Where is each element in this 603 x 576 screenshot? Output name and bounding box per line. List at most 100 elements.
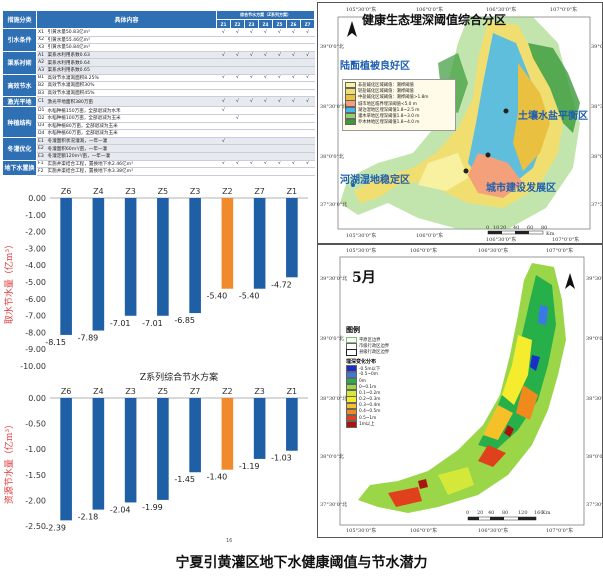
- scale-label: 160: [534, 510, 544, 516]
- scale-label: 60: [527, 225, 534, 231]
- check-cell: [258, 43, 273, 52]
- check-cell: [230, 36, 245, 45]
- check-cell: [216, 36, 231, 45]
- check-cell: √: [216, 160, 231, 169]
- check-cell: [230, 81, 245, 90]
- check-cell: [286, 144, 301, 153]
- check-cell: [216, 114, 231, 123]
- measure-code: D1: [36, 106, 47, 115]
- check-cell: [258, 106, 273, 115]
- measure-text: 激光平地面积380万亩: [46, 96, 217, 108]
- measure-text: 冬灌面积60m³/亩，一年一灌: [46, 144, 217, 153]
- y-tick-label: -1.00: [25, 445, 46, 454]
- check-cell: [216, 122, 231, 131]
- table-row: B2 高效节水灌溉面积30%: [3, 81, 315, 90]
- change-label: 0.2~0.3m: [359, 397, 381, 403]
- header-scheme: Z7: [300, 19, 316, 29]
- check-cell: [272, 114, 287, 123]
- check-cell: [258, 36, 273, 45]
- legend-label: 城市地区临界埋深阈值<5.0 m: [358, 101, 417, 107]
- zone-label-urban: 城市建设发展区: [486, 183, 556, 194]
- check-cell: [216, 58, 231, 67]
- table-row: A3 渠系水利用系数0.65: [3, 66, 315, 75]
- check-cell: [300, 152, 315, 161]
- check-cell: [286, 167, 301, 176]
- y-tick-label: -6.00: [25, 295, 46, 304]
- check-cell: [286, 81, 301, 90]
- measure-text: 高效节水灌溉面积30%: [46, 81, 217, 90]
- change-legend-item: 1m以上: [344, 421, 434, 428]
- map2-scale-labels: 0 20 40 80 120 160 Km: [466, 510, 556, 516]
- change-label: 0~0.1m: [359, 384, 377, 390]
- change-swatch: [346, 383, 357, 391]
- map1-left-coord: 38°30'0"北: [320, 104, 348, 110]
- check-cell: [272, 36, 287, 45]
- boundary-item: 县级行政区边界: [344, 349, 434, 356]
- check-cell: [216, 152, 231, 161]
- check-cell: [300, 122, 315, 131]
- map1-left-coord: 37°30'0"北: [320, 202, 348, 208]
- scale-label: 0: [466, 510, 470, 516]
- header-scheme: Z4: [258, 19, 274, 29]
- measure-code: B3: [36, 89, 47, 98]
- table-row: D4 水稻种植60万亩，全部退减为玉米: [3, 129, 315, 138]
- bar: [60, 198, 72, 335]
- y-tick-label: -0.50: [25, 420, 46, 429]
- data-label: -7.01: [142, 319, 163, 328]
- check-cell: [286, 129, 301, 138]
- check-cell: [286, 66, 301, 75]
- data-label: -1.99: [142, 503, 163, 512]
- check-cell: [300, 137, 315, 146]
- data-label: -1.19: [239, 462, 260, 471]
- category-label: Z6: [61, 387, 72, 396]
- measures-grid: 措施分类 具体内容 综合节水方案（Z系列方案） Z1 Z2 Z3 Z4 Z5 Z6 Z7 引水条件 X…: [2, 10, 316, 176]
- data-label: -5.40: [207, 292, 228, 301]
- map2-left-coord: 38°0'0"北: [320, 454, 344, 460]
- change-legend-item: -0.5m以下: [344, 365, 434, 372]
- check-cell: [272, 81, 287, 90]
- table-row: 引水条件 X1 引黄水量50.83亿m³ √ √ √ √ √ √ √: [2, 28, 315, 52]
- measure-code: E3: [36, 152, 47, 161]
- check-cell: √: [258, 51, 273, 60]
- category-cell: 激光平地: [2, 96, 37, 108]
- check-cell: [286, 114, 301, 123]
- boundary-item: 平原区边界: [344, 336, 434, 344]
- y-tick-label: 0.00: [28, 394, 46, 403]
- bar: [253, 398, 266, 459]
- check-cell: [300, 114, 315, 123]
- y-tick-label: -3.00: [25, 244, 46, 253]
- measure-text: 高效节水灌溉面积8.25%: [46, 74, 217, 83]
- month-title: 5月: [352, 270, 376, 286]
- check-cell: √: [300, 74, 315, 83]
- zone-label-vegetation: 陆面植被良好区: [340, 61, 410, 72]
- scale-label: 120: [518, 510, 528, 516]
- check-cell: [230, 43, 245, 52]
- header-scheme: Z1: [216, 19, 232, 29]
- check-cell: [272, 144, 287, 153]
- y-tick-label: -2.50: [25, 522, 46, 531]
- legend-swatch: [345, 81, 356, 89]
- check-cell: [300, 66, 315, 75]
- measure-text: 渠系水利用系数0.65: [46, 66, 217, 75]
- legend-label: 灌木草地区埋深阈值1.8~3.0 m: [358, 114, 420, 120]
- legend-item: 乔木林地区埋深阈值1.8~4.0 m: [343, 118, 455, 126]
- resource-water-saving-chart: 0.00 -0.50 -1.00 -1.50 -2.00 -2.50 资源节水量（亿m³） Z…: [3, 387, 308, 532]
- bar: [221, 198, 234, 289]
- check-cell: [272, 152, 287, 161]
- map2-left-coord: 37°30'0"北: [320, 502, 348, 508]
- legend-item: 中盐碱化区域阈值：潮桦阈值>1.8m: [343, 94, 455, 101]
- check-cell: √: [258, 74, 273, 83]
- header-scheme: Z3: [244, 19, 260, 29]
- health-zoning-map: 健康生态埋深阈值综合分区 陆面植被良好区 土壤水盐平衡区 河湖湿地稳定区 城市建…: [317, 2, 603, 244]
- change-swatch: [346, 408, 357, 416]
- check-cell: [244, 106, 259, 115]
- check-cell: √: [258, 160, 273, 169]
- check-cell: [230, 152, 245, 161]
- legend-item: 城市地区临界埋深阈值<5.0 m: [343, 100, 455, 107]
- table-row: X3 引黄水量50.84亿m³: [3, 43, 315, 52]
- measure-text: 冬灌面积状况灌溉，一年一灌: [46, 137, 217, 146]
- check-cell: √: [244, 51, 259, 60]
- check-cell: [216, 66, 231, 75]
- data-label: -7.89: [78, 334, 99, 343]
- map1-top-coord: 106°30'0"东: [486, 7, 517, 13]
